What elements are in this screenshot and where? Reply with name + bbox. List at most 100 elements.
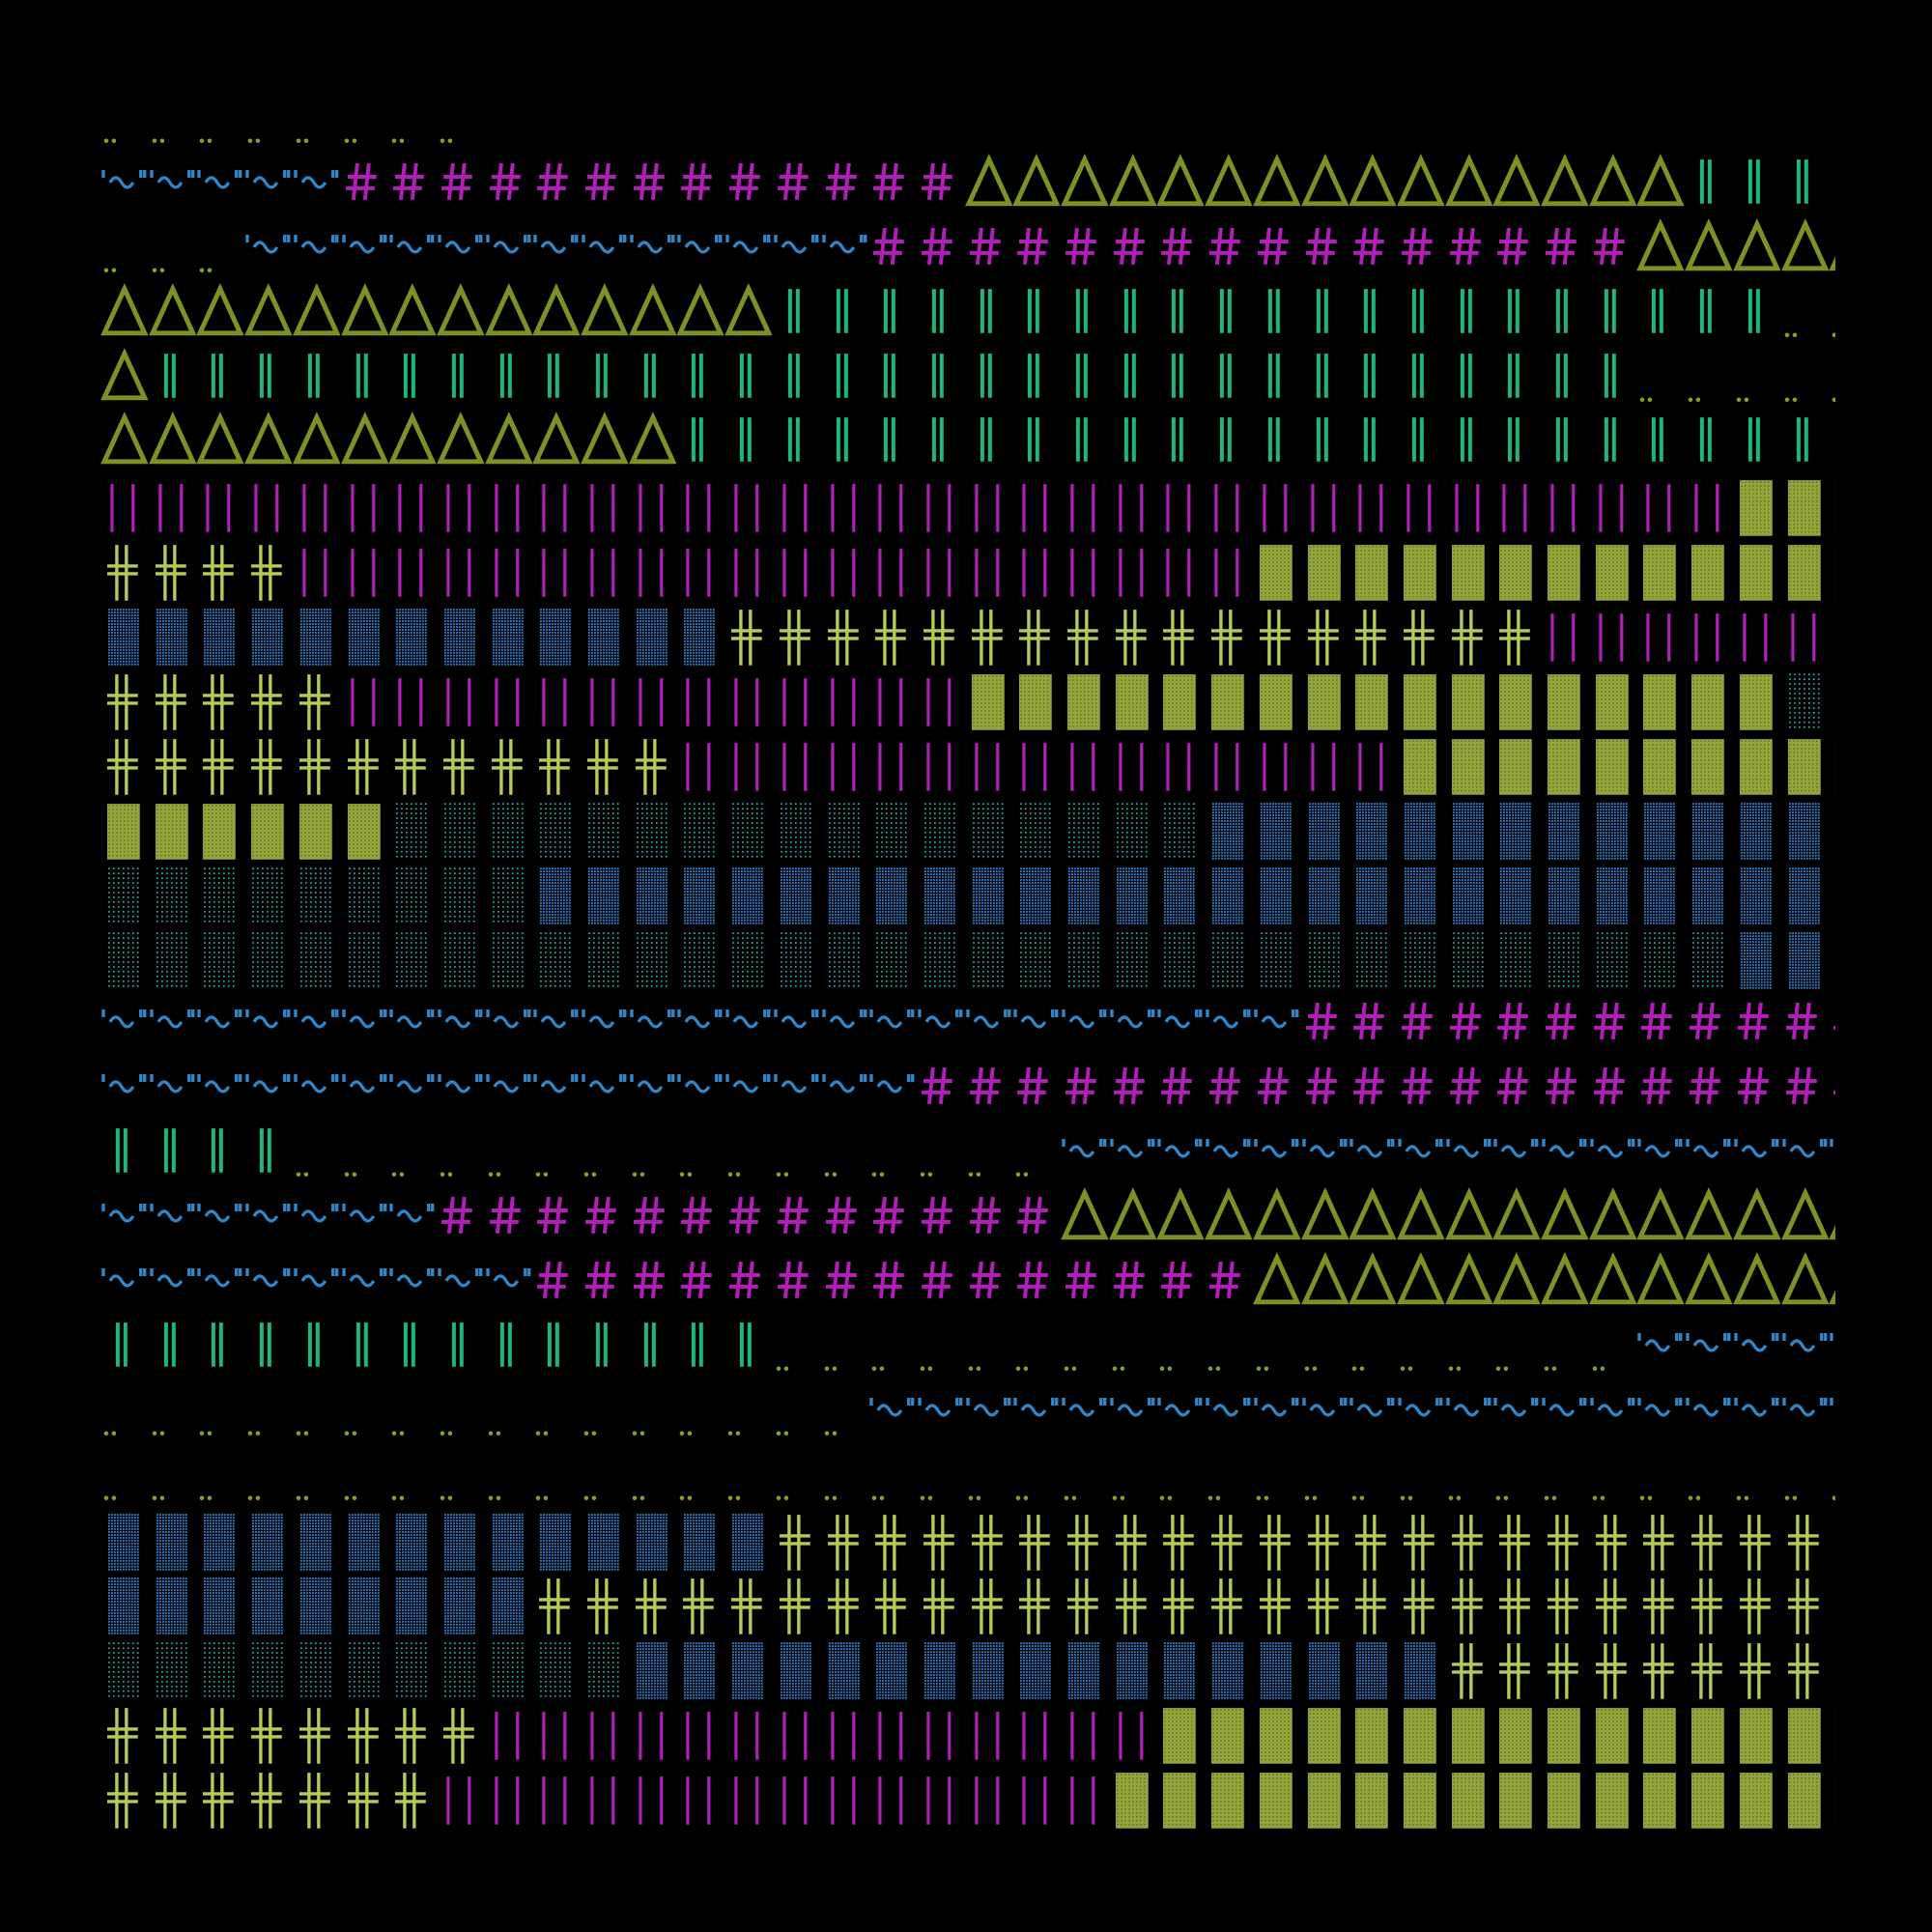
pipe-glyph bbox=[581, 537, 629, 602]
dots-glyph bbox=[1109, 1313, 1157, 1378]
cross-glyph bbox=[1253, 1507, 1301, 1572]
fine-dots-glyph bbox=[868, 925, 917, 990]
fine-dots-glyph bbox=[773, 796, 821, 861]
pipe-glyph bbox=[485, 667, 533, 731]
wave-glyph bbox=[244, 1183, 293, 1248]
fine-dots-glyph bbox=[437, 925, 485, 990]
triangle-glyph bbox=[244, 408, 293, 472]
triangle-glyph bbox=[1636, 214, 1685, 279]
triangle-glyph bbox=[1301, 1248, 1350, 1313]
wave-glyph bbox=[100, 989, 149, 1054]
block-glyph bbox=[1589, 537, 1637, 602]
blue-dots-glyph bbox=[1012, 1635, 1061, 1700]
dbl-bar-glyph bbox=[965, 408, 1013, 472]
fine-dots-glyph bbox=[1829, 667, 1835, 731]
dots-glyph bbox=[341, 85, 389, 150]
wave-glyph bbox=[1781, 1119, 1830, 1183]
triangle-glyph bbox=[629, 279, 677, 344]
dots-glyph bbox=[100, 1378, 149, 1442]
cross-glyph bbox=[1349, 1507, 1397, 1572]
hash-glyph bbox=[1397, 214, 1445, 279]
pipe-glyph bbox=[341, 667, 389, 731]
block-glyph bbox=[1733, 731, 1781, 796]
cross-glyph bbox=[532, 1571, 581, 1635]
cross-glyph bbox=[1109, 602, 1157, 667]
blue-dots-glyph bbox=[629, 1507, 677, 1572]
dots-glyph bbox=[917, 1313, 965, 1378]
triangle-glyph bbox=[581, 408, 629, 472]
cross-glyph bbox=[100, 537, 149, 602]
pipe-glyph bbox=[629, 537, 677, 602]
cross-glyph bbox=[1492, 1507, 1541, 1572]
triangle-glyph bbox=[1829, 214, 1835, 279]
blue-dots-glyph bbox=[244, 1507, 293, 1572]
fine-dots-glyph bbox=[532, 925, 581, 990]
blue-dots-glyph bbox=[1685, 861, 1733, 925]
blue-dots-glyph bbox=[437, 1571, 485, 1635]
fine-dots-glyph bbox=[676, 796, 724, 861]
blue-dots-glyph bbox=[1589, 796, 1637, 861]
wave-glyph bbox=[1156, 1119, 1205, 1183]
dots-glyph bbox=[965, 1442, 1013, 1507]
hash-glyph bbox=[629, 1248, 677, 1313]
cross-glyph bbox=[1445, 1571, 1493, 1635]
wave-glyph bbox=[1636, 1378, 1685, 1442]
dots-glyph bbox=[244, 1378, 293, 1442]
blue-dots-glyph bbox=[1156, 1635, 1205, 1700]
cross-glyph bbox=[1156, 1507, 1205, 1572]
cross-glyph bbox=[100, 1765, 149, 1830]
dbl-bar-glyph bbox=[868, 344, 917, 409]
dots-glyph bbox=[773, 1119, 821, 1183]
triangle-glyph bbox=[1253, 1183, 1301, 1248]
wave-glyph bbox=[773, 214, 821, 279]
wave-glyph bbox=[1589, 1378, 1637, 1442]
dots-glyph bbox=[388, 85, 437, 150]
dbl-bar-glyph bbox=[821, 279, 869, 344]
mosaic-row bbox=[100, 1313, 1835, 1378]
fine-dots-glyph bbox=[1253, 925, 1301, 990]
fine-dots-glyph bbox=[1541, 925, 1589, 990]
dbl-bar-glyph bbox=[1397, 279, 1445, 344]
wave-glyph bbox=[196, 1183, 244, 1248]
blue-dots-glyph bbox=[821, 861, 869, 925]
cross-glyph bbox=[196, 537, 244, 602]
fine-dots-glyph bbox=[917, 796, 965, 861]
block-glyph bbox=[1541, 667, 1589, 731]
pipe-glyph bbox=[581, 1700, 629, 1765]
pipe-glyph bbox=[437, 667, 485, 731]
dots-glyph bbox=[293, 1442, 341, 1507]
blue-dots-glyph bbox=[1589, 861, 1637, 925]
triangle-glyph bbox=[1829, 1183, 1835, 1248]
dots-glyph bbox=[1205, 1313, 1253, 1378]
hash-glyph bbox=[773, 150, 821, 214]
pipe-glyph bbox=[917, 731, 965, 796]
dots-glyph bbox=[244, 85, 293, 150]
cross-glyph bbox=[100, 731, 149, 796]
fine-dots-glyph bbox=[149, 861, 197, 925]
hash-glyph bbox=[1829, 989, 1835, 1054]
dbl-bar-glyph bbox=[676, 1313, 724, 1378]
hash-glyph bbox=[1445, 989, 1493, 1054]
block-glyph bbox=[1589, 667, 1637, 731]
fine-dots-glyph bbox=[341, 1830, 389, 1835]
cross-glyph bbox=[676, 1571, 724, 1635]
dots-glyph bbox=[917, 1442, 965, 1507]
blue-dots-glyph bbox=[1829, 925, 1835, 990]
triangle-glyph bbox=[1156, 150, 1205, 214]
cross-glyph bbox=[1253, 1571, 1301, 1635]
wave-glyph bbox=[388, 214, 437, 279]
mosaic-row bbox=[100, 408, 1835, 472]
cross-glyph bbox=[388, 731, 437, 796]
cross-glyph bbox=[1349, 1571, 1397, 1635]
block-glyph bbox=[1829, 1765, 1835, 1830]
wave-glyph bbox=[1445, 1378, 1493, 1442]
wave-glyph bbox=[917, 989, 965, 1054]
block-glyph bbox=[1829, 537, 1835, 602]
block-glyph bbox=[1685, 667, 1733, 731]
pipe-glyph bbox=[581, 472, 629, 537]
dots-glyph bbox=[676, 1378, 724, 1442]
cross-glyph bbox=[532, 731, 581, 796]
blue-dots-glyph bbox=[821, 1635, 869, 1700]
blue-dots-glyph bbox=[1397, 796, 1445, 861]
mosaic-row bbox=[100, 1571, 1835, 1635]
